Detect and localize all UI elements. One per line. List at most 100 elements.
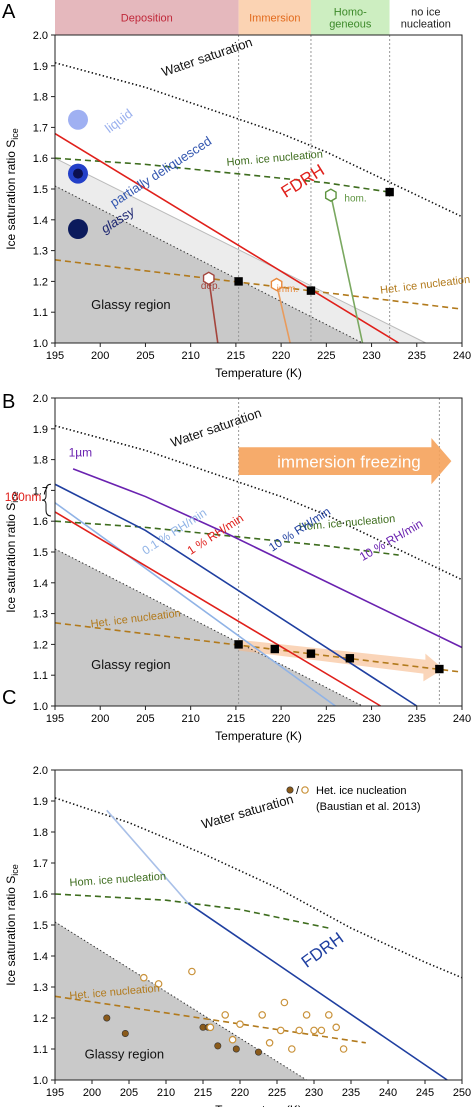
x-tick-label: 235 <box>408 350 426 362</box>
region-label: nucleation <box>401 19 451 31</box>
annotation: Glassy region <box>91 657 170 672</box>
x-tick-label: 245 <box>416 1087 434 1099</box>
y-tick-label: 1.8 <box>33 455 48 467</box>
y-tick-label: 1.0 <box>33 1075 48 1087</box>
legend-label: Het. ice nucleation <box>316 785 407 797</box>
annotation: Water saturation <box>169 405 264 450</box>
x-tick-label: 240 <box>379 1087 397 1099</box>
y-tick-label: 1.8 <box>33 92 48 104</box>
region-fill <box>55 548 363 706</box>
region-band <box>389 0 462 35</box>
y-tick-label: 1.6 <box>33 889 48 901</box>
annotation: imm. <box>277 284 299 295</box>
series-line <box>330 194 364 344</box>
y-tick-label: 2.0 <box>33 393 48 405</box>
y-tick-label: 1.1 <box>33 1044 48 1056</box>
y-tick-label: 1.6 <box>33 516 48 528</box>
y-tick-label: 1.6 <box>33 153 48 165</box>
series-line <box>72 468 463 649</box>
annotation: 100nm <box>5 490 42 504</box>
marker <box>310 1026 318 1035</box>
arrow <box>238 639 444 682</box>
marker <box>234 277 243 286</box>
series-line <box>54 132 400 344</box>
panel: Deposition Immersion Homo-geneous no icenuc… <box>2 0 471 380</box>
marker <box>140 973 148 982</box>
y-axis-label: Ice saturation ratio Sice <box>4 128 20 250</box>
marker <box>188 967 196 976</box>
marker <box>103 1014 111 1022</box>
y-tick-label: 1.2 <box>33 1013 48 1025</box>
series-line <box>54 893 329 929</box>
y-tick-label: 2.0 <box>33 765 48 777</box>
marker <box>324 188 337 202</box>
x-tick-label: 230 <box>362 350 380 362</box>
marker <box>280 998 289 1007</box>
panel-letter: A <box>2 1 16 23</box>
panel: 195 200 205 210 215 220 225 230 235 240 245 2501.01… <box>2 687 471 1107</box>
annotation: Het. ice nucleation <box>380 274 471 297</box>
marker <box>324 1011 333 1019</box>
y-axis-label-main: Ice saturation ratio S <box>4 140 18 250</box>
marker <box>214 1042 222 1050</box>
x-tick-label: 240 <box>453 350 471 362</box>
annotation: FDRH <box>298 929 347 972</box>
region-band <box>238 0 311 35</box>
y-tick-label: 1.5 <box>33 547 48 559</box>
region-label: Immersion <box>249 13 300 25</box>
region-label: Deposition <box>121 13 173 25</box>
marker <box>435 664 444 674</box>
marker <box>270 644 279 654</box>
marker <box>306 649 316 658</box>
region-band <box>55 0 239 35</box>
y-tick-label: 1.3 <box>33 246 48 258</box>
legend-separator: / <box>296 785 300 797</box>
x-tick-label: 215 <box>227 350 245 362</box>
y-tick-label: 1.7 <box>33 485 48 497</box>
x-axis-label: Temperature (K) <box>215 1103 302 1107</box>
series-line <box>187 902 448 1081</box>
marker <box>265 1039 274 1047</box>
series-line <box>54 157 390 193</box>
region-band <box>310 0 390 35</box>
series-line <box>54 797 463 979</box>
marker <box>202 271 215 286</box>
marker <box>228 1035 237 1044</box>
series-line <box>54 921 307 1081</box>
x-tick-label: 215 <box>227 713 245 725</box>
x-tick-label: 205 <box>136 713 154 725</box>
x-tick-label: 225 <box>317 350 335 362</box>
y-axis-label-main: Ice saturation ratio S <box>4 503 18 613</box>
x-tick-label: 230 <box>305 1087 323 1099</box>
legend-marker <box>286 786 294 794</box>
x-tick-label: 205 <box>120 1087 138 1099</box>
series-line <box>54 483 418 707</box>
series-line <box>275 284 291 344</box>
series-line <box>54 157 427 344</box>
marker <box>236 1020 244 1028</box>
series-line <box>54 61 463 218</box>
x-tick-label: 240 <box>453 713 471 725</box>
annotation: immersion freezing <box>277 452 421 471</box>
x-axis-label: Temperature (K) <box>215 366 302 380</box>
series-line <box>54 622 463 673</box>
marker <box>232 1045 240 1053</box>
marker <box>270 277 283 292</box>
marker <box>317 1026 326 1035</box>
y-axis-label: Ice saturation ratio Sice <box>4 864 20 986</box>
x-tick-label: 210 <box>181 713 199 725</box>
x-tick-label: 205 <box>136 350 154 362</box>
annotation: Hom. ice nucleation <box>69 871 166 890</box>
annotation: liquid <box>102 106 135 136</box>
series-line <box>54 424 463 581</box>
y-axis-label-main: Ice saturation ratio S <box>4 876 18 986</box>
x-tick-label: 250 <box>453 1087 471 1099</box>
annotation: dep. <box>201 281 220 292</box>
marker <box>258 1011 267 1019</box>
x-tick-label: 195 <box>46 713 64 725</box>
series-line <box>54 511 382 707</box>
marker <box>276 1026 285 1035</box>
y-axis-label-sub: ice <box>10 864 20 876</box>
icon-liquid <box>68 109 88 130</box>
